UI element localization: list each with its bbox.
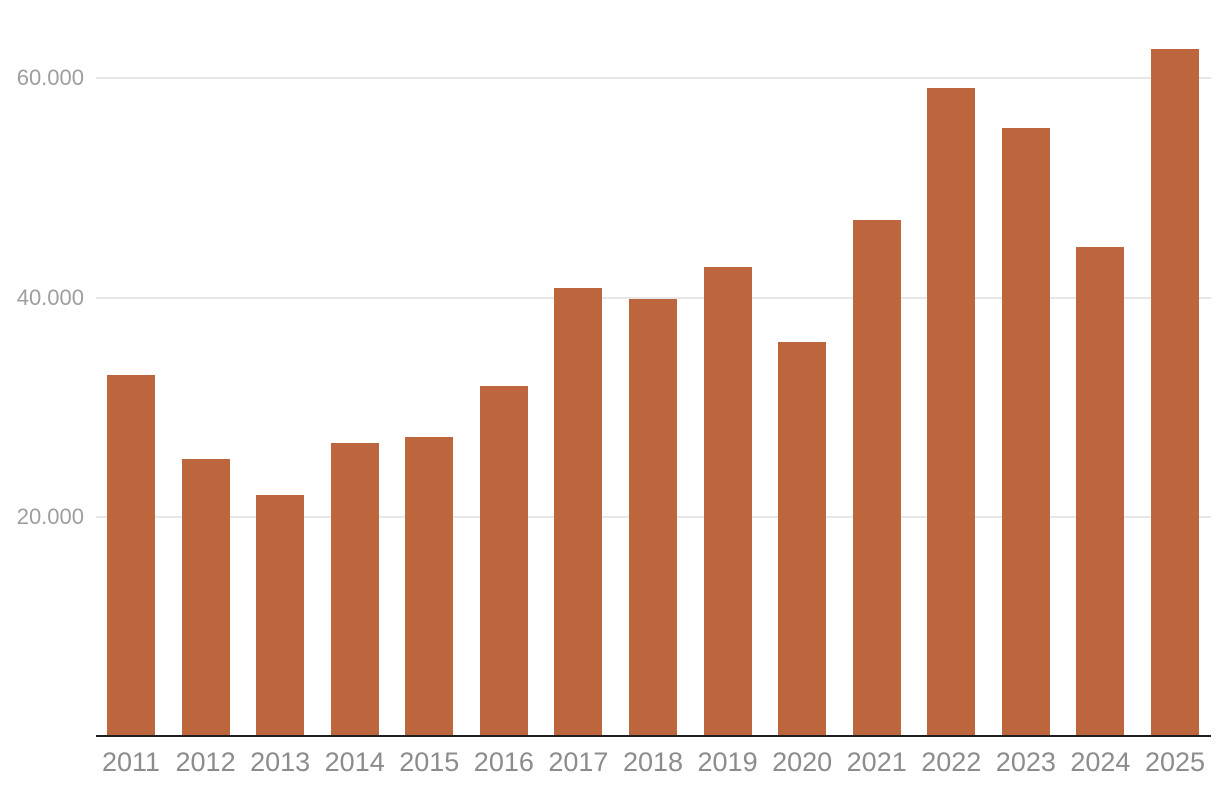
x-axis-tick-label-2018: 2018 <box>622 747 684 777</box>
bar-2013 <box>256 494 305 736</box>
x-axis-tick-label-2015: 2015 <box>399 747 460 777</box>
x-axis-tick-label-2012: 2012 <box>175 747 236 777</box>
x-axis-tick-label-2020: 2020 <box>772 747 833 777</box>
bar-2022 <box>927 88 976 736</box>
y-axis-tick-label-40000: 40.000 <box>16 284 84 310</box>
bar-2012 <box>181 458 230 736</box>
bar-2014 <box>330 443 379 736</box>
bar-2016 <box>479 386 528 736</box>
bar-2015 <box>405 436 454 736</box>
y-axis-tick-label-20000: 20.000 <box>16 503 84 529</box>
x-axis-tick-label-2011: 2011 <box>101 747 161 777</box>
bar-2017 <box>554 287 603 736</box>
bar-2023 <box>1001 127 1050 736</box>
x-axis-tick-label-2022: 2022 <box>921 747 982 777</box>
x-axis-tick-label-2021: 2021 <box>846 747 907 777</box>
x-axis-tick-label-2024: 2024 <box>1070 747 1131 777</box>
bar-2020 <box>778 342 827 736</box>
x-axis-tick-label-2023: 2023 <box>995 747 1056 777</box>
x-axis-tick-label-2014: 2014 <box>324 747 385 777</box>
x-axis-line <box>96 734 1211 737</box>
bar-2011 <box>107 375 155 736</box>
bar-2018 <box>628 298 677 736</box>
bar-2019 <box>703 266 752 736</box>
y-axis-tick-label-60000: 60.000 <box>16 65 84 91</box>
bar-2021 <box>852 219 901 736</box>
bar-2025 <box>1150 48 1199 736</box>
gridline-60000 <box>96 77 1211 80</box>
x-axis-tick-label-2016: 2016 <box>473 747 534 777</box>
x-axis-tick-label-2017: 2017 <box>548 747 609 777</box>
bar-2024 <box>1076 247 1125 736</box>
x-axis-tick-label-2019: 2019 <box>697 747 758 777</box>
gridline-40000 <box>96 296 1211 299</box>
x-axis-tick-label-2025: 2025 <box>1144 747 1206 777</box>
x-axis-tick-label-2013: 2013 <box>250 747 311 777</box>
